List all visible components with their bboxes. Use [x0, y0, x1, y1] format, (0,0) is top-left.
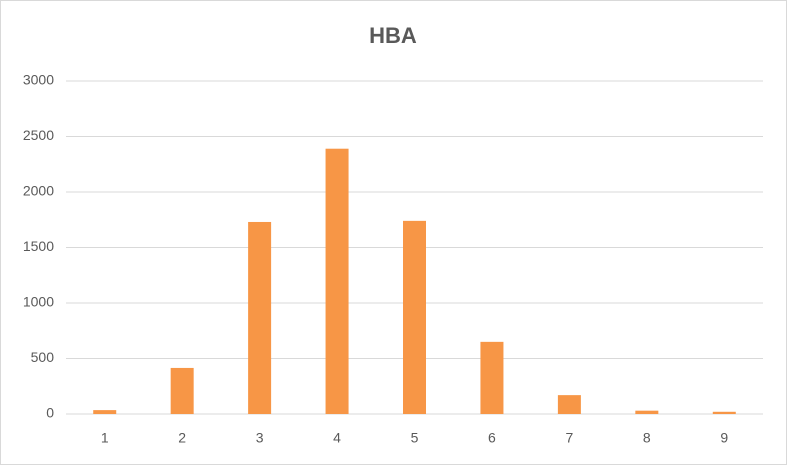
y-tick-label: 3000 [23, 72, 54, 88]
bar [93, 410, 117, 414]
chart-title: HBA [369, 23, 417, 48]
bar [325, 148, 349, 414]
bar [480, 341, 504, 414]
y-tick-label: 0 [46, 405, 54, 421]
x-tick-label: 8 [643, 430, 651, 446]
y-tick-label: 1000 [23, 294, 54, 310]
bar [248, 221, 272, 414]
x-tick-label: 4 [333, 430, 341, 446]
x-tick-label: 5 [411, 430, 419, 446]
y-tick-label: 500 [31, 349, 55, 365]
y-tick-label: 2500 [23, 127, 54, 143]
bar [170, 367, 194, 414]
bar [557, 395, 581, 414]
x-tick-label: 7 [565, 430, 573, 446]
bar [712, 411, 736, 414]
x-tick-label: 3 [256, 430, 264, 446]
bar [635, 410, 659, 414]
x-tick-label: 2 [178, 430, 186, 446]
y-tick-label: 2000 [23, 183, 54, 199]
y-tick-label: 1500 [23, 238, 54, 254]
x-tick-label: 6 [488, 430, 496, 446]
bar [403, 220, 426, 414]
x-tick-label: 9 [720, 430, 728, 446]
x-tick-label: 1 [101, 430, 109, 446]
